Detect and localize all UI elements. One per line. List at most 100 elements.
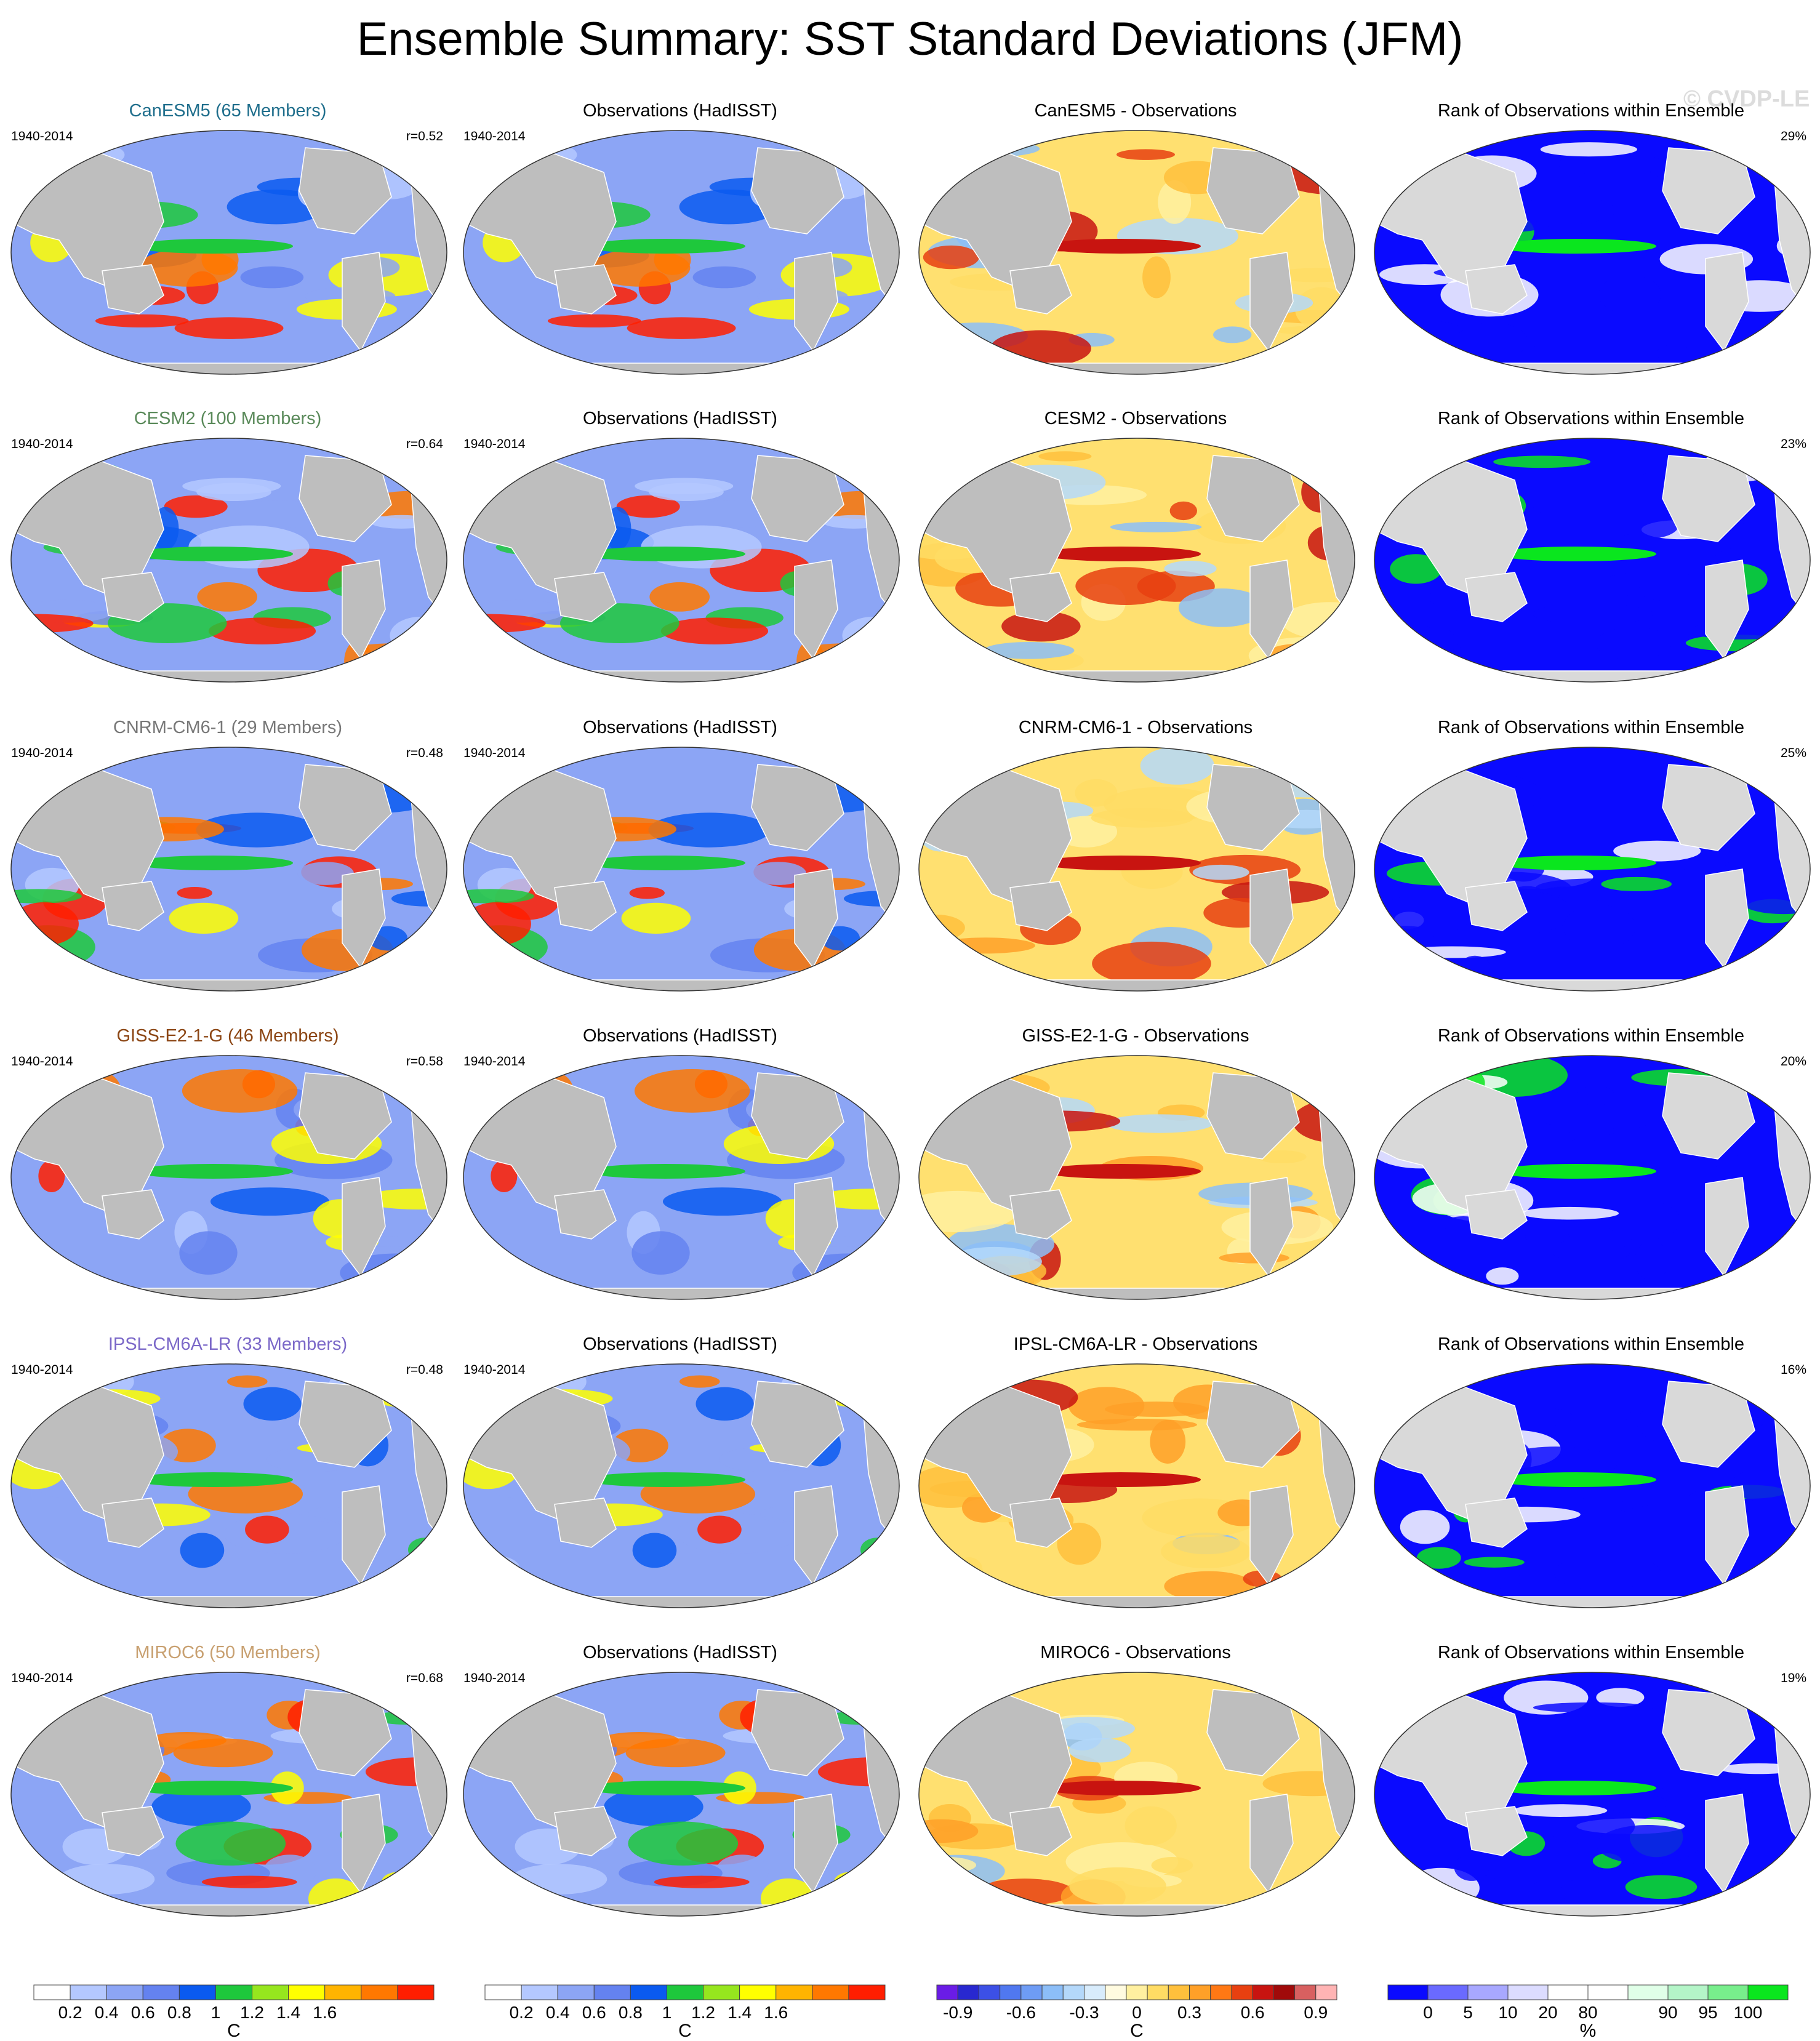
map-panel: Rank of Observations within Ensemble 29% <box>1363 86 1819 382</box>
world-map <box>1374 1055 1811 1300</box>
panel-title: Observations (HadISST) <box>583 718 777 737</box>
map-panel: Rank of Observations within Ensemble 19% <box>1363 1628 1819 1923</box>
panel-title: Rank of Observations within Ensemble <box>1437 1026 1745 1046</box>
panel-title: MIROC6 - Observations <box>1040 1643 1231 1662</box>
colorbar-swatch <box>1747 1984 1789 2000</box>
map-panel: IPSL-CM6A-LR (33 Members) 1940-2014 r=0.48 <box>0 1320 455 1615</box>
colorbar-swatch <box>215 1984 253 2000</box>
colorbar-tick-label: 0.6 <box>1241 2003 1265 2022</box>
colorbar-swatch <box>848 1984 886 2000</box>
colorbar-tick-label: 20 <box>1538 2003 1557 2022</box>
colorbar-swatch <box>361 1984 398 2000</box>
colorbar-tick-label: 0.8 <box>619 2003 643 2022</box>
colorbar-swatch <box>484 1984 522 2000</box>
colorbar-swatch <box>1273 1984 1296 2000</box>
panel-title: CanESM5 (65 Members) <box>129 101 327 121</box>
colorbar-tick-label: 100 <box>1734 2003 1763 2022</box>
world-map <box>918 438 1355 683</box>
colorbar-tick-label: 0.4 <box>546 2003 570 2022</box>
colorbar-tick-label: 1.4 <box>276 2003 300 2022</box>
colorbar-tick-label: -0.6 <box>1006 2003 1036 2022</box>
years-label: 1940-2014 <box>11 1363 73 1377</box>
panel-title: Rank of Observations within Ensemble <box>1437 718 1745 737</box>
rank-percent-label: 23% <box>1780 437 1806 451</box>
years-label: 1940-2014 <box>11 746 73 760</box>
colorbar-unit-label: C <box>678 2021 692 2040</box>
colorbar-sd-obs: 0.2 0.4 0.6 0.8 1 1.2 1.4 1.6 C <box>482 1979 888 2040</box>
panel-title: CanESM5 - Observations <box>1034 101 1237 121</box>
map-panel: Observations (HadISST) 1940-2014 <box>452 1320 908 1615</box>
colorbar-swatch <box>70 1984 107 2000</box>
colorbar-swatch <box>957 1984 979 2000</box>
panel-title: CNRM-CM6-1 (29 Members) <box>113 718 343 737</box>
colorbar-tick-label: 5 <box>1463 2003 1473 2022</box>
colorbar-tick-label: 1.4 <box>728 2003 752 2022</box>
panel-title: IPSL-CM6A-LR - Observations <box>1013 1334 1258 1354</box>
colorbar-swatch <box>1547 1984 1589 2000</box>
world-map <box>463 747 900 992</box>
map-panel: Rank of Observations within Ensemble 16% <box>1363 1320 1819 1615</box>
colorbar-swatch <box>978 1984 1001 2000</box>
colorbar-swatch <box>252 1984 289 2000</box>
map-panel: MIROC6 (50 Members) 1940-2014 r=0.68 <box>0 1628 455 1923</box>
colorbar-tick-label: 0 <box>1132 2003 1142 2022</box>
map-panel: Observations (HadISST) 1940-2014 <box>452 86 908 382</box>
world-map <box>463 1672 900 1917</box>
colorbar-swatch <box>142 1984 180 2000</box>
colorbar-tick-label: 95 <box>1698 2003 1717 2022</box>
panel-title: CESM2 (100 Members) <box>134 409 322 428</box>
world-map <box>1374 130 1811 375</box>
years-label: 1940-2014 <box>463 1363 526 1377</box>
colorbar-swatch <box>703 1984 740 2000</box>
colorbar-swatch <box>630 1984 667 2000</box>
map-panel: GISS-E2-1-G - Observations <box>908 1011 1363 1307</box>
world-map <box>10 1672 447 1917</box>
colorbar-swatch <box>1041 1984 1064 2000</box>
map-panel: Rank of Observations within Ensemble 23% <box>1363 394 1819 689</box>
years-label: 1940-2014 <box>11 1671 73 1685</box>
colorbar-tick-label: -0.3 <box>1069 2003 1099 2022</box>
panel-title: Observations (HadISST) <box>583 409 777 428</box>
colorbar-swatch <box>1467 1984 1509 2000</box>
colorbar-swatch <box>1507 1984 1549 2000</box>
panel-title: Rank of Observations within Ensemble <box>1437 1334 1745 1354</box>
colorbar-tick-label: 0.2 <box>510 2003 534 2022</box>
map-panel: Rank of Observations within Ensemble 20% <box>1363 1011 1819 1307</box>
world-map <box>918 1055 1355 1300</box>
watermark: © CVDP-LE <box>1683 86 1810 112</box>
panel-title: Observations (HadISST) <box>583 1026 777 1046</box>
panel-title: Observations (HadISST) <box>583 101 777 121</box>
panel-title: Observations (HadISST) <box>583 1643 777 1662</box>
rank-percent-label: 20% <box>1780 1054 1806 1069</box>
map-panel: CNRM-CM6-1 (29 Members) 1940-2014 r=0.48 <box>0 703 455 998</box>
world-map <box>1374 747 1811 992</box>
colorbar-tick-label: 90 <box>1658 2003 1677 2022</box>
map-panel: CNRM-CM6-1 - Observations <box>908 703 1363 998</box>
colorbar-swatch <box>1427 1984 1469 2000</box>
years-label: 1940-2014 <box>463 437 526 451</box>
colorbar-swatch <box>1189 1984 1211 2000</box>
world-map <box>1374 1672 1811 1917</box>
colorbar-tick-label: 1 <box>662 2003 672 2022</box>
colorbar-tick-label: 0 <box>1423 2003 1433 2022</box>
world-map <box>463 438 900 683</box>
colorbar-tick-label: 1.6 <box>313 2003 337 2022</box>
colorbar-swatch <box>1000 1984 1022 2000</box>
panel-title: Rank of Observations within Ensemble <box>1437 409 1745 428</box>
rank-percent-label: 25% <box>1780 746 1806 760</box>
colorbar-swatch <box>324 1984 362 2000</box>
colorbar-swatch <box>666 1984 704 2000</box>
colorbar-tick-label: 0.8 <box>167 2003 191 2022</box>
map-panel: CanESM5 - Observations <box>908 86 1363 382</box>
colorbar-tick-label: 0.6 <box>582 2003 606 2022</box>
colorbar-tick-label: 80 <box>1578 2003 1597 2022</box>
map-panel: CESM2 (100 Members) 1940-2014 r=0.64 <box>0 394 455 689</box>
world-map <box>10 1363 447 1608</box>
colorbar-diff: -0.9 -0.6 -0.3 0 0.3 0.6 0.9 C <box>934 1979 1340 2040</box>
colorbar-tick-label: 0.3 <box>1177 2003 1201 2022</box>
colorbar-swatch <box>739 1984 777 2000</box>
panel-title: MIROC6 (50 Members) <box>135 1643 321 1662</box>
colorbar-swatch <box>557 1984 595 2000</box>
colorbar-swatch <box>1168 1984 1190 2000</box>
panel-title: GISS-E2-1-G (46 Members) <box>116 1026 339 1046</box>
